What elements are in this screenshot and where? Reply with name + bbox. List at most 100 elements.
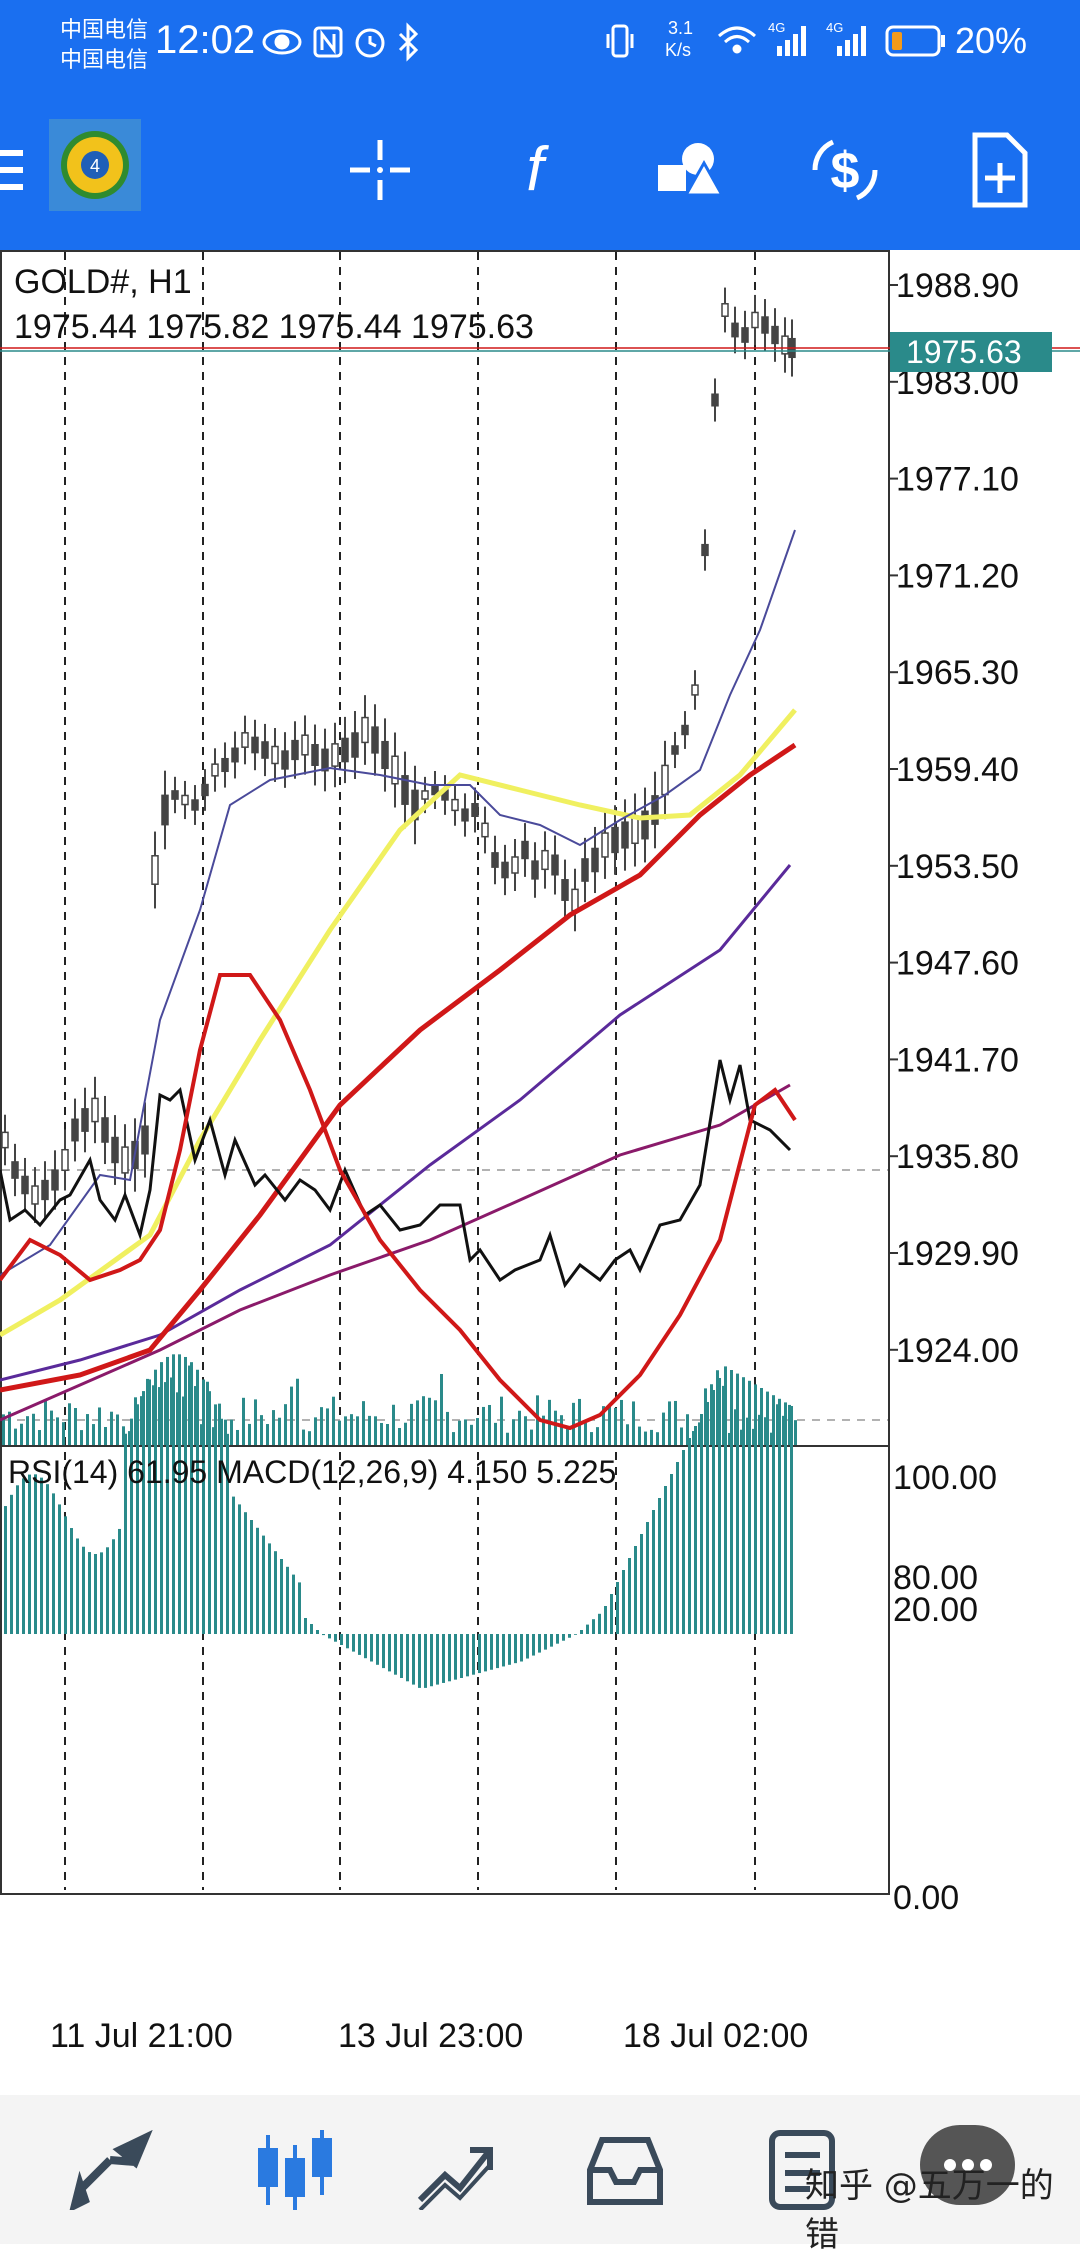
indicator-axis-label: 20.00: [893, 1591, 978, 1629]
volume-bar: [344, 1416, 347, 1445]
volume-bar: [152, 1385, 155, 1445]
volume-bar: [560, 1415, 563, 1445]
bluetooth-icon: [398, 22, 419, 62]
macd-bar: [508, 1634, 511, 1665]
crosshair-icon[interactable]: [325, 115, 435, 225]
macd-bar: [550, 1634, 553, 1647]
macd-bar: [574, 1634, 577, 1635]
macd-bar: [178, 1354, 181, 1634]
macd-histogram: [4, 1354, 793, 1688]
trade-nav-icon[interactable]: [400, 2120, 510, 2220]
candle-body: [241, 732, 249, 748]
macd-bar: [502, 1634, 505, 1667]
macd-bar: [760, 1388, 763, 1634]
volume-bar: [50, 1410, 53, 1445]
price-label: 1959.40: [896, 751, 1019, 789]
macd-bar: [22, 1478, 25, 1634]
macd-bar: [244, 1512, 247, 1634]
ma-blue-line: [0, 529, 796, 1276]
macd-bar: [328, 1634, 331, 1639]
volume-bar: [338, 1420, 341, 1445]
menu-icon[interactable]: [0, 115, 50, 225]
macd-bar: [4, 1506, 7, 1634]
candle-body: [631, 815, 639, 845]
volume-bar: [380, 1422, 383, 1445]
nfc-icon: [313, 26, 343, 58]
candle-body: [271, 745, 279, 765]
volume-bar: [686, 1414, 689, 1445]
volume-bar: [134, 1397, 137, 1445]
new-order-icon[interactable]: [945, 115, 1055, 225]
volume-bar: [752, 1428, 755, 1445]
chart-icon[interactable]: [240, 2120, 350, 2220]
macd-bar: [250, 1520, 253, 1634]
volume-bar: [248, 1423, 251, 1445]
volume-bar: [500, 1396, 503, 1445]
time-label: 11 Jul 21:00: [50, 2017, 233, 2055]
macd-bar: [586, 1624, 589, 1634]
history-icon[interactable]: [570, 2120, 680, 2220]
candle-body: [761, 316, 769, 334]
time-label: 18 Jul 02:00: [623, 2017, 808, 2055]
macd-bar: [400, 1634, 403, 1678]
chat-bubble-icon[interactable]: [920, 2125, 1015, 2205]
macd-bar: [238, 1504, 241, 1634]
macd-bar: [556, 1634, 559, 1644]
volume-bar: [242, 1397, 245, 1445]
macd-bar: [496, 1634, 499, 1669]
macd-bar: [622, 1570, 625, 1634]
cell-signal-1-icon: [777, 26, 806, 56]
macd-bar: [190, 1362, 193, 1634]
volume-bar: [524, 1416, 527, 1445]
volume-bar: [554, 1410, 557, 1445]
candle-body: [421, 790, 429, 800]
price-chart[interactable]: GOLD#, H1 1975.44 1975.82 1975.44 1975.6…: [0, 250, 1080, 2095]
candle-body: [161, 794, 169, 826]
candle-body: [11, 1161, 19, 1179]
app-logo[interactable]: 4: [45, 115, 145, 215]
price-label: 1947.60: [896, 945, 1019, 983]
candle-body: [491, 852, 499, 868]
volume-bar: [74, 1408, 77, 1445]
indicator-axis-label: 80.00: [893, 1559, 978, 1597]
macd-bar: [46, 1484, 49, 1634]
clock: 12:02: [155, 18, 256, 62]
volume-bar: [632, 1401, 635, 1445]
price-axis: 1988.901983.001977.101971.201965.301959.…: [889, 267, 1019, 1370]
candle-body: [531, 860, 539, 880]
volume-bar: [458, 1420, 461, 1445]
volume-bar: [230, 1419, 233, 1445]
macd-bar: [334, 1634, 337, 1642]
volume-bar: [80, 1430, 83, 1445]
macd-bar: [610, 1594, 613, 1634]
candle-body: [21, 1175, 29, 1195]
volume-bar: [722, 1385, 725, 1445]
macd-bar: [130, 1418, 133, 1634]
candle-body: [551, 854, 559, 876]
symbol-label: GOLD#, H1: [14, 263, 192, 301]
trade-icon[interactable]: $: [790, 115, 900, 225]
macd-bar: [184, 1356, 187, 1634]
quotes-icon[interactable]: [55, 2120, 165, 2220]
volume-bar: [566, 1428, 569, 1445]
volume-bar: [164, 1382, 167, 1445]
candle-body: [711, 393, 719, 407]
volume-bar: [392, 1404, 395, 1445]
macd-bar: [514, 1634, 517, 1664]
macd-bar: [688, 1438, 691, 1634]
volume-bar: [236, 1429, 239, 1445]
objects-icon[interactable]: [635, 115, 745, 225]
volume-bar: [170, 1377, 173, 1445]
macd-bar: [604, 1606, 607, 1634]
volume-bar: [56, 1417, 59, 1445]
function-icon[interactable]: f: [480, 115, 590, 225]
volume-bar: [638, 1426, 641, 1445]
macd-bar: [370, 1634, 373, 1662]
macd-bar: [670, 1474, 673, 1634]
candle-body: [381, 740, 389, 770]
news-icon[interactable]: [750, 2120, 860, 2220]
volume-bar: [704, 1388, 707, 1445]
candle-body: [321, 748, 329, 772]
macd-bar: [124, 1433, 127, 1634]
candle-body: [621, 821, 629, 849]
